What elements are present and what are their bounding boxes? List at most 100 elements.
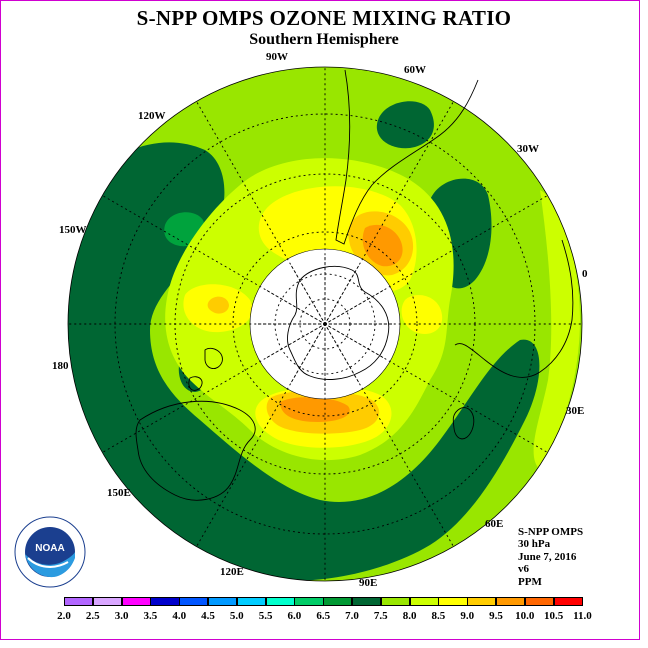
south-america-coastline	[335, 69, 479, 245]
colorbar-swatch	[208, 597, 238, 606]
colorbar-tick-label: 4.0	[172, 610, 187, 622]
longitude-label: 90W	[266, 51, 288, 63]
pressure-level: 30 hPa	[518, 538, 551, 551]
instrument-label: S-NPP OMPS	[518, 526, 584, 538]
longitude-label: 150E	[107, 487, 131, 499]
colorbar-swatch	[179, 597, 209, 606]
polar-meridian-line	[264, 288, 326, 325]
longitude-label: 60W	[404, 64, 426, 76]
africa-coastline	[454, 239, 574, 378]
polar-meridian-line	[324, 263, 361, 325]
colorbar-swatch	[121, 597, 151, 606]
meridian-line	[196, 101, 324, 321]
colorbar-tick-label: 9.5	[489, 610, 503, 622]
map-disc-outline	[67, 66, 583, 582]
colorbar	[64, 597, 583, 607]
colorbar-tick-label: 10.5	[543, 610, 564, 622]
colorbar-tick-label: 2.0	[57, 610, 71, 622]
colorbar-swatch	[438, 597, 468, 606]
map-subtitle: Southern Hemisphere	[249, 31, 399, 48]
polar-meridian-line	[289, 263, 326, 325]
svg-text:NOAA: NOAA	[35, 543, 64, 554]
colorbar-swatch	[553, 597, 583, 606]
field-gold	[207, 296, 229, 314]
colorbar-swatch	[150, 597, 180, 606]
longitude-label: 120W	[138, 110, 166, 122]
ozone-field	[68, 67, 582, 581]
colorbar-tick-label: 3.5	[143, 610, 158, 622]
polar-meridian-line	[324, 323, 361, 385]
colorbar-swatch	[496, 597, 526, 606]
polar-parallel-circle	[299, 298, 351, 350]
colorbar-tick-label: 5.0	[229, 610, 244, 622]
colorbar-tick-label: 7.5	[373, 610, 388, 622]
field-orange	[362, 224, 403, 267]
colorbar-tick-label: 8.0	[402, 610, 417, 622]
meridian-line	[326, 327, 454, 547]
map-title: S-NPP OMPS OZONE MIXING RATIO	[136, 6, 512, 30]
polar-cap-outline	[249, 248, 401, 400]
polar-meridian-line	[289, 323, 326, 385]
colorbar-tick-label: 5.5	[258, 610, 273, 622]
field-yellow-green-edge	[533, 190, 580, 470]
units-label: PPM	[518, 575, 542, 588]
meridian-line	[326, 101, 454, 321]
colorbar-tick-label: 7.0	[345, 610, 359, 622]
polar-meridian-line	[324, 323, 386, 360]
colorbar-tick-label: 2.5	[85, 610, 100, 622]
australia-coastline	[135, 400, 256, 501]
colorbar-swatch	[409, 597, 439, 606]
graticule	[68, 67, 582, 581]
longitude-label: 60E	[485, 518, 504, 530]
colorbar-tick-label: 3.0	[114, 610, 129, 622]
meridian-line	[328, 195, 548, 323]
longitude-label: 30W	[517, 143, 539, 155]
longitude-label: 150W	[59, 224, 87, 236]
colorbar-tick-label: 10.0	[515, 610, 535, 622]
noaa-logo: NOAA	[14, 516, 86, 588]
colorbar-tick-label: 9.0	[460, 610, 475, 622]
colorbar-swatch	[524, 597, 555, 606]
field-dark-green-patch	[376, 101, 434, 149]
meridian-line	[328, 325, 548, 453]
coastlines	[135, 69, 574, 501]
meridian-line	[102, 195, 322, 323]
colorbar-tick-label: 4.5	[201, 610, 215, 622]
longitude-label: 0	[582, 268, 588, 280]
colorbar-swatch	[323, 597, 353, 606]
longitude-label: 30E	[566, 405, 585, 417]
polar-meridian-line	[324, 288, 386, 325]
colorbar-swatch	[467, 597, 497, 606]
figure-border	[0, 0, 640, 640]
antarctica-coastline	[287, 266, 390, 380]
field-yellow	[401, 295, 443, 335]
colorbar-swatch	[236, 597, 267, 606]
polar-parallel-circle	[274, 273, 376, 375]
colorbar-swatch	[64, 597, 94, 606]
colorbar-tick-label: 11.0	[573, 610, 592, 622]
parallel-circle	[232, 231, 418, 417]
field-dark-green-band	[68, 142, 540, 581]
parallel-circle	[114, 113, 536, 535]
version-label: v6	[518, 563, 529, 576]
meridian-line	[196, 327, 324, 547]
info-block: S-NPP OMPS 30 hPa June 7, 2016 v6 PPM	[518, 526, 583, 588]
colorbar-tick-label: 6.0	[287, 610, 302, 622]
colorbar-tick-label: 6.5	[316, 610, 331, 622]
new-zealand-coastline	[188, 347, 223, 391]
colorbar-tick-label: 8.5	[431, 610, 446, 622]
colorbar-swatch	[352, 597, 382, 606]
longitude-label: 180	[52, 360, 69, 372]
longitude-label: 120E	[220, 566, 244, 578]
colorbar-swatch	[265, 597, 295, 606]
colorbar-swatch	[92, 597, 123, 606]
colorbar-swatch	[294, 597, 324, 606]
longitude-label: 90E	[359, 577, 378, 589]
parallel-circle	[174, 173, 476, 475]
colorbar-swatch	[380, 597, 411, 606]
meridian-line	[102, 325, 322, 453]
date-label: June 7, 2016	[518, 550, 577, 563]
polar-meridian-line	[264, 323, 326, 360]
